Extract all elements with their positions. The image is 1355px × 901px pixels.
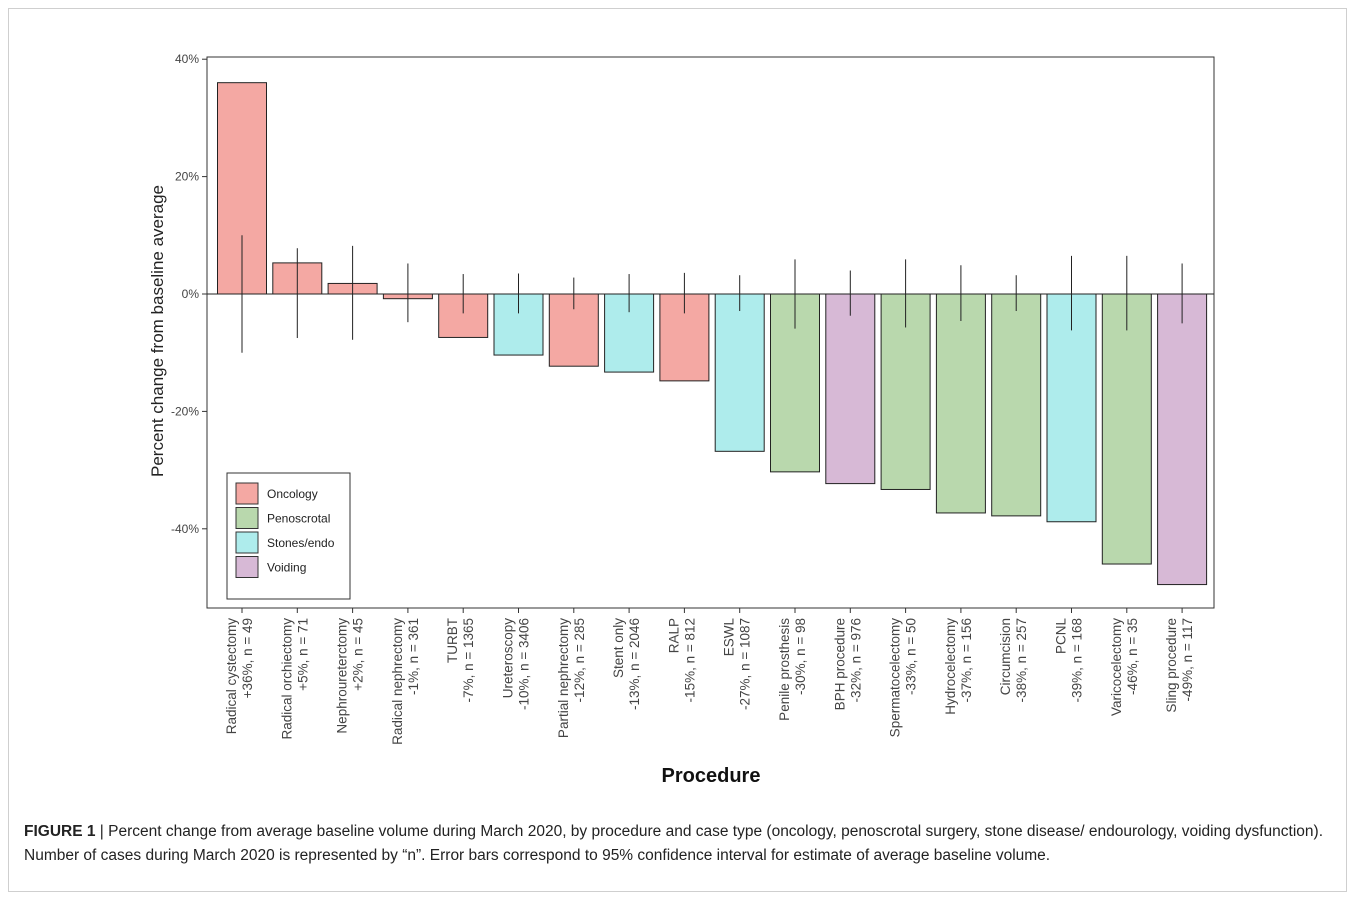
x-tick-label-procedure: ESWL [722, 618, 737, 657]
x-tick-label: Radical cystectomy+36%, n = 49 [224, 618, 255, 735]
x-tick-label-stats: +5%, n = 71 [295, 618, 310, 691]
x-tick-label-procedure: TURBT [445, 618, 460, 663]
x-tick-label-procedure: Radical orchiectomy [279, 618, 294, 740]
x-tick-label-stats: -37%, n = 156 [959, 618, 974, 702]
x-tick-label-procedure: BPH procedure [832, 618, 847, 710]
legend-swatch [235, 482, 259, 505]
plot-panel-border [206, 56, 1215, 609]
legend-label: Voiding [267, 561, 306, 575]
x-tick-label-procedure: Spermatocelectomy [888, 618, 903, 738]
x-tick-label: ESWL-27%, n = 1087 [722, 618, 753, 710]
legend-swatch [235, 556, 259, 578]
x-tick-label-procedure: Stent only [611, 618, 626, 678]
x-tick-label-stats: -15%, n = 812 [682, 618, 697, 702]
x-tick-label-stats: -33%, n = 50 [904, 618, 919, 695]
x-tick-label-stats: +2%, n = 45 [351, 618, 366, 691]
bar [991, 293, 1042, 517]
x-tick-label: PCNL-39%, n = 168 [1054, 618, 1085, 703]
x-tick-label-procedure: PCNL [1054, 618, 1069, 655]
x-tick-label-procedure: Penile prosthesis [777, 618, 792, 721]
x-tick-label: Circumcision-38%, n = 257 [998, 618, 1029, 702]
x-tick-label-stats: -49%, n = 117 [1180, 618, 1195, 701]
caption-text: Percent change from average baseline vol… [24, 823, 1324, 864]
x-tick-label-procedure: Circumcision [998, 618, 1013, 695]
x-tick-label-stats: +36%, n = 49 [240, 618, 255, 698]
x-tick-label: BPH procedure-32%, n = 976 [832, 618, 863, 710]
y-tick-label: -20% [171, 404, 199, 418]
x-tick-label-procedure: Partial nephrectomy [556, 618, 571, 738]
y-tick-label: 40% [175, 52, 199, 66]
plot-area: 40% 20% 0% -20% -40% Radical cystectomy+36%, … [171, 52, 1215, 745]
x-tick-label-procedure: Radical cystectomy [224, 618, 239, 735]
x-axis-title: Procedure [662, 765, 761, 787]
bar [1157, 293, 1208, 586]
bar-chart: 40% 20% 0% -20% -40% Radical cystectomy+36%, … [148, 52, 1215, 787]
x-tick-label-stats: -27%, n = 1087 [738, 618, 753, 710]
legend: Oncology Penoscrotal Stones/endo Voiding [226, 472, 351, 600]
x-tick-label-stats: -13%, n = 2046 [627, 618, 642, 710]
y-axis-title: Percent change from baseline average [148, 185, 167, 477]
caption-separator: | [95, 823, 109, 840]
x-tick-label-procedure: Sling procedure [1164, 618, 1179, 713]
x-tick-label: Spermatocelectomy-33%, n = 50 [888, 618, 919, 738]
x-tick-label-stats: -12%, n = 285 [572, 618, 587, 702]
x-tick-label-stats: -30%, n = 98 [793, 618, 808, 695]
x-tick-label-stats: -39%, n = 168 [1070, 618, 1085, 702]
x-tick-label: Ureteroscopy-10%, n = 3406 [501, 618, 532, 710]
x-tick-label-stats: -1%, n = 361 [406, 618, 421, 695]
x-tick-label: Partial nephrectomy-12%, n = 285 [556, 618, 587, 738]
bar [714, 293, 765, 452]
x-tick-label-procedure: Hydrocelectomy [943, 618, 958, 715]
x-tick-label: Hydrocelectomy-37%, n = 156 [943, 618, 974, 715]
bar [825, 293, 876, 485]
x-tick-label-procedure: Nephroureterctomy [335, 618, 350, 734]
x-tick-label-stats: -10%, n = 3406 [517, 618, 532, 710]
x-tick-label: Varicocelectomy-46%, n = 35 [1109, 618, 1140, 716]
x-tick-label: Stent only-13%, n = 2046 [611, 618, 642, 710]
x-tick-label: TURBT-7%, n = 1365 [445, 618, 476, 702]
x-tick-label-stats: -32%, n = 976 [848, 618, 863, 702]
figure-caption: FIGURE 1 | Percent change from average b… [24, 820, 1334, 868]
x-tick-label-stats: -7%, n = 1365 [461, 618, 476, 702]
x-tick-label: Radical nephrectomy-1%, n = 361 [390, 618, 421, 745]
bar [1101, 293, 1152, 565]
x-tick-label: RALP-15%, n = 812 [666, 618, 697, 702]
x-tick-label-procedure: Varicocelectomy [1109, 618, 1124, 716]
x-tick-label: Radical orchiectomy+5%, n = 71 [279, 618, 310, 740]
x-tick-label-stats: -38%, n = 257 [1014, 618, 1029, 702]
x-tick-label: Nephroureterctomy+2%, n = 45 [335, 618, 366, 734]
legend-label: Stones/endo [267, 536, 335, 550]
bar [1046, 293, 1097, 523]
y-tick-label: -40% [171, 522, 199, 536]
legend-swatch [235, 531, 259, 554]
x-tick-label: Sling procedure-49%, n = 117 [1164, 618, 1195, 713]
x-tick-label-procedure: RALP [666, 618, 681, 653]
bar [935, 293, 986, 514]
legend-label: Oncology [267, 487, 318, 501]
x-tick-label-stats: -46%, n = 35 [1125, 618, 1140, 695]
x-tick-label-procedure: Ureteroscopy [501, 618, 516, 699]
legend-label: Penoscrotal [267, 512, 330, 526]
y-tick-label: 20% [175, 170, 199, 184]
figure-frame [8, 8, 1347, 892]
legend-swatch [235, 507, 259, 529]
y-tick-label: 0% [182, 287, 200, 301]
x-tick-label: Penile prosthesis-30%, n = 98 [777, 618, 808, 721]
x-tick-label-procedure: Radical nephrectomy [390, 618, 405, 745]
caption-label: FIGURE 1 [24, 823, 96, 840]
